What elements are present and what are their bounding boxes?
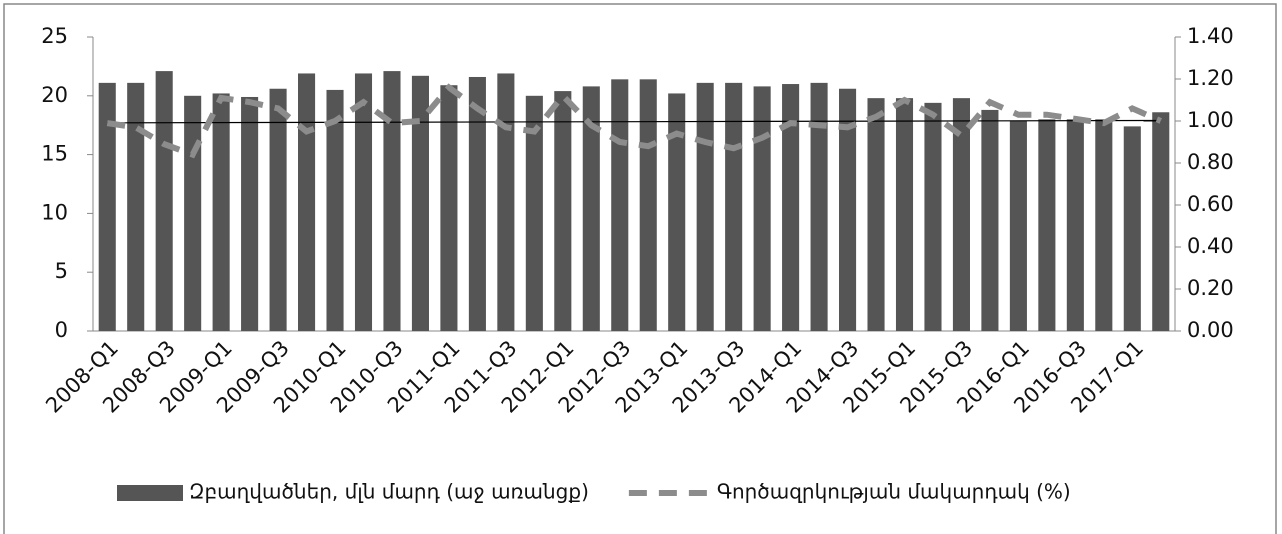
bar: [440, 85, 458, 331]
bar: [952, 98, 970, 331]
bar: [696, 82, 714, 331]
bar: [298, 73, 316, 332]
bar: [668, 93, 686, 331]
y-tick-label: 0: [55, 318, 68, 342]
bar: [326, 89, 344, 331]
y2-tick-label: 1.20: [1187, 66, 1234, 90]
bar: [639, 79, 657, 331]
bar: [1038, 119, 1056, 331]
bar: [725, 82, 743, 331]
bar: [782, 84, 800, 331]
bar: [525, 95, 543, 331]
y2-tick-label: 1.00: [1187, 108, 1234, 132]
bar: [127, 82, 145, 331]
bar: [810, 82, 828, 331]
bar: [184, 95, 202, 331]
y-tick-label: 10: [41, 200, 68, 224]
bar: [1123, 126, 1141, 331]
y2-tick-label: 0.60: [1187, 192, 1234, 216]
y-tick-label: 25: [41, 24, 68, 48]
y2-tick-label: 0.00: [1187, 318, 1234, 342]
bar: [98, 82, 116, 331]
bar: [924, 102, 942, 331]
y2-tick-label: 0.40: [1187, 234, 1234, 258]
y-tick-label: 5: [55, 259, 68, 283]
trendline: [107, 119, 1161, 124]
bar: [981, 109, 999, 331]
y2-tick-label: 0.20: [1187, 276, 1234, 300]
bar: [895, 98, 914, 331]
bar: [269, 88, 287, 331]
bar: [241, 96, 259, 331]
bar: [582, 86, 600, 331]
bar: [753, 86, 771, 331]
y2-tick-label: 1.40: [1187, 24, 1234, 48]
bar: [1066, 119, 1084, 331]
bar: [155, 71, 173, 331]
bar: [468, 76, 486, 331]
bar: [611, 79, 629, 331]
bar: [867, 98, 885, 331]
line: [106, 83, 1162, 159]
legend-label: Զբաղվածներ, մլն մարդ (աջ առանցք): [189, 480, 589, 504]
legend-swatch: [117, 485, 183, 501]
bar: [1009, 120, 1027, 331]
bar: [411, 75, 429, 331]
bar: [354, 73, 373, 332]
y-tick-label: 15: [41, 142, 68, 166]
bar: [1095, 119, 1113, 331]
bar: [383, 71, 401, 331]
bar: [839, 88, 857, 331]
bar: [1152, 112, 1170, 331]
bar: [554, 91, 572, 331]
bar: [212, 93, 230, 331]
legend-label: Գործազրկության մակարդակ (%): [717, 480, 1071, 504]
bar: [497, 73, 515, 332]
y-tick-label: 20: [41, 83, 68, 107]
y2-tick-label: 0.80: [1187, 150, 1234, 174]
